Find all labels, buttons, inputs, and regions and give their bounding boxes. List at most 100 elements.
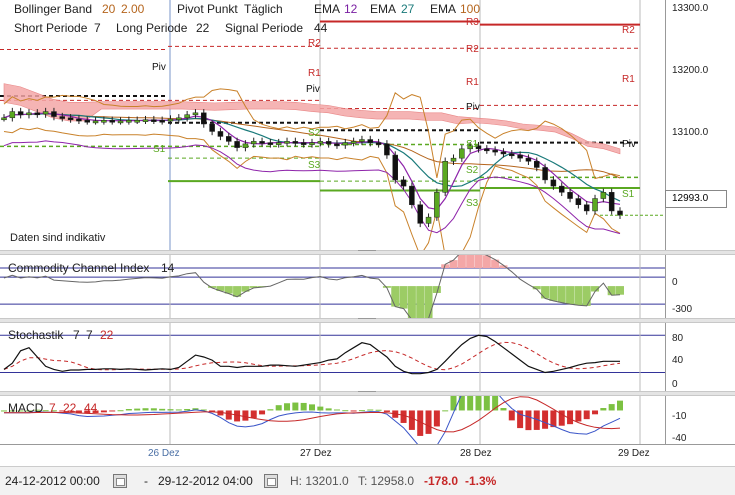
cci-oversold-fill	[557, 286, 566, 303]
cci-pane[interactable]	[0, 255, 665, 318]
cci-overbought-fill	[441, 264, 450, 269]
ema-value: 12	[344, 2, 358, 16]
pivot-label-piv: Piv	[622, 139, 636, 150]
macd-histogram-bar	[92, 410, 99, 413]
candle-body	[417, 204, 423, 224]
stochastic-title: Stochastik	[8, 328, 64, 342]
candle-body	[192, 112, 199, 116]
range-high: H: 13201.0	[290, 474, 349, 488]
time-tick: 29 Dez	[618, 448, 650, 459]
price-tick: 13100.0	[672, 127, 709, 138]
macd-histogram-bar	[109, 410, 116, 412]
candle-body	[117, 120, 124, 124]
cci-oversold-fill	[591, 286, 600, 292]
candle-body	[259, 141, 265, 144]
ema-label: EMA	[314, 2, 341, 16]
macd-histogram-bar	[508, 410, 515, 421]
cci-oversold-fill	[399, 286, 408, 309]
macd-histogram-bar	[608, 404, 615, 411]
macd-histogram-bar	[242, 410, 249, 421]
range-low: T: 12958.0	[358, 474, 415, 488]
macd-tick: -40	[672, 433, 687, 444]
macd-histogram-bar	[250, 410, 257, 419]
time-tick: 27 Dez	[300, 448, 332, 459]
candle-body	[375, 142, 382, 145]
macd-histogram-bar	[200, 409, 207, 411]
ema-value: 100	[460, 2, 481, 16]
cci-oversold-fill	[541, 286, 550, 299]
candle-body	[317, 141, 324, 144]
bollinger-upper-line	[3, 88, 621, 180]
candle-body	[334, 143, 340, 147]
macd-histogram-bar	[542, 410, 549, 429]
stochastic-pane[interactable]	[0, 323, 665, 391]
macd-tick: -10	[672, 411, 687, 422]
cci-overbought-fill	[466, 255, 475, 269]
macd-histogram-bar	[550, 410, 557, 428]
cci-oversold-fill	[391, 286, 400, 307]
candle-body	[300, 142, 307, 145]
candle-body	[409, 185, 415, 205]
macd-histogram-bar	[142, 408, 149, 411]
macd-signal-line	[4, 396, 621, 433]
cci-oversold-fill	[549, 286, 558, 301]
candle-body	[109, 120, 115, 123]
pivot-label-piv: Piv	[306, 84, 320, 95]
cci-oversold-fill	[416, 286, 425, 318]
macd-pane[interactable]	[0, 396, 665, 444]
candle-body	[201, 112, 207, 125]
stochastic-tick: 0	[672, 379, 678, 390]
macd-histogram-bar	[325, 408, 332, 411]
macd-histogram-bar	[575, 410, 582, 422]
macd-histogram-bar	[525, 410, 532, 431]
ema-100-line	[3, 113, 621, 179]
last-price-badge: 12993.0	[665, 190, 727, 208]
macd-histogram-bar	[367, 409, 374, 411]
candle-body	[592, 198, 598, 212]
candle-body	[342, 142, 349, 146]
candle-body	[392, 154, 398, 181]
macd-histogram-bar	[217, 410, 224, 416]
pivot-label-r3: R3	[466, 17, 479, 28]
candle-body	[384, 143, 390, 156]
macd-histogram-bar	[309, 404, 315, 411]
candle-body	[101, 120, 107, 123]
price-pane[interactable]	[0, 0, 665, 250]
macd-histogram-bar	[517, 410, 524, 429]
macd-histogram-bar	[475, 396, 482, 411]
cci-oversold-fill	[582, 286, 591, 306]
cci-oversold-fill	[382, 286, 391, 288]
macd-histogram-bar	[417, 410, 424, 436]
candle-body	[475, 145, 482, 150]
pivot-mode: Täglich	[244, 2, 283, 16]
calendar-to-icon[interactable]	[264, 474, 278, 488]
stochastic-tick: 40	[672, 355, 684, 366]
pivot-label-piv: Piv	[152, 62, 166, 73]
macd-histogram-bar	[167, 409, 174, 411]
candle-body	[250, 141, 257, 145]
candle-body	[234, 141, 240, 148]
macd-histogram-bar	[483, 396, 490, 411]
candle-body	[500, 151, 507, 155]
candle-body	[67, 117, 74, 121]
pivot-label-r2: R2	[466, 44, 479, 55]
candle-body	[617, 210, 623, 216]
macd-histogram-bar	[425, 410, 432, 434]
cci-oversold-fill	[233, 286, 242, 297]
macd-histogram-bar	[617, 400, 623, 411]
candle-body	[467, 145, 473, 150]
macd-histogram-bar	[117, 410, 124, 412]
calendar-from-icon[interactable]	[113, 474, 127, 488]
stochastic-k-line	[3, 334, 620, 375]
candle-body	[92, 120, 99, 124]
pivot-label-r1: R1	[308, 68, 321, 79]
cci-overbought-fill	[499, 265, 508, 269]
cci-overbought-fill	[474, 255, 483, 269]
macd-histogram-bar	[467, 396, 474, 411]
candle-body	[34, 112, 41, 116]
macd-histogram-bar	[25, 410, 32, 412]
candle-body	[184, 114, 190, 119]
candle-body	[400, 179, 407, 187]
candle-body	[359, 139, 365, 142]
macd-chart	[1, 396, 641, 444]
